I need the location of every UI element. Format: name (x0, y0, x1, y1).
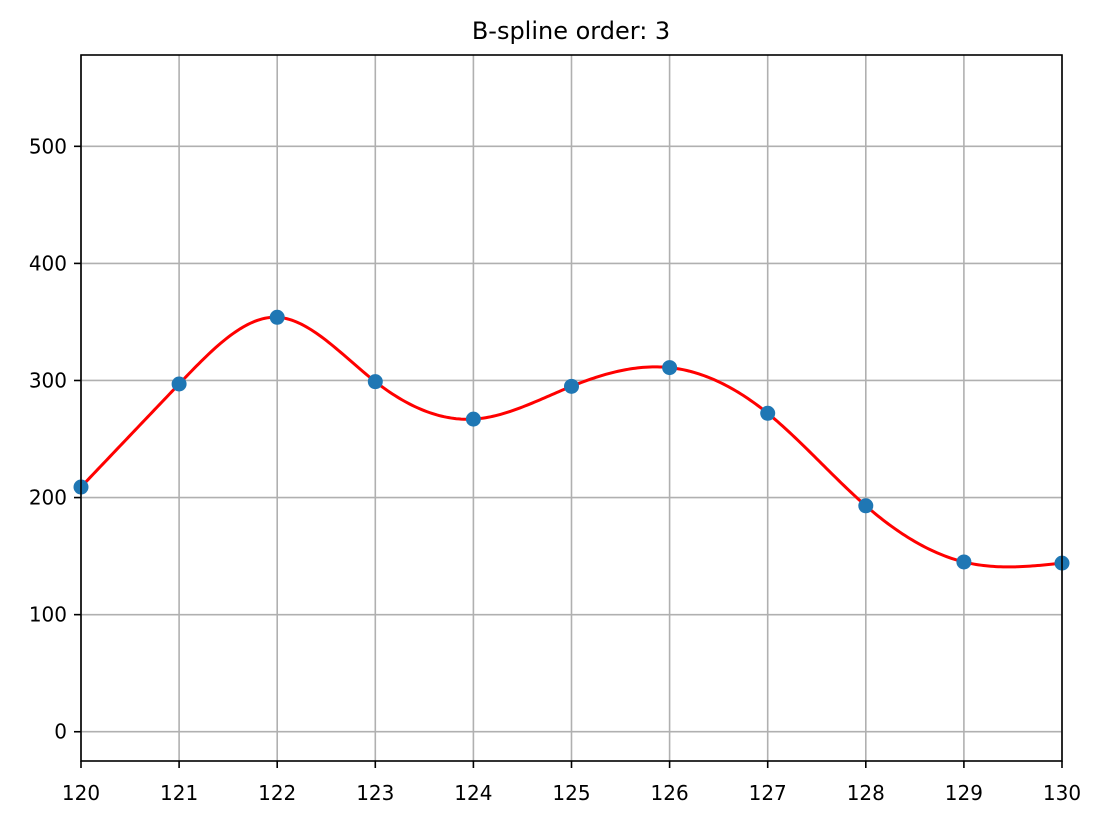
data-point (269, 309, 285, 325)
x-tick-label: 128 (847, 781, 885, 805)
x-tick-label: 126 (651, 781, 689, 805)
data-point (367, 374, 383, 390)
x-tick-label: 123 (356, 781, 394, 805)
y-tick-label: 500 (29, 134, 67, 158)
data-point (956, 554, 972, 570)
ticks: 120 121 122 123 124 125 126 127 128 129 130 0 100 200… (29, 134, 1081, 805)
x-tick-label: 124 (454, 781, 492, 805)
data-point (760, 405, 776, 421)
data-point (465, 411, 481, 427)
data-point (171, 376, 187, 392)
data-point (564, 378, 579, 394)
x-tick-label: 127 (749, 781, 787, 805)
chart-title: B-spline order: 3 (472, 17, 670, 45)
x-tick-label: 121 (160, 781, 198, 805)
y-tick-label: 300 (29, 368, 67, 392)
y-tick-label: 0 (54, 720, 67, 744)
axes-frame (80, 54, 1063, 762)
data-point (662, 360, 678, 376)
y-tick-label: 400 (29, 251, 67, 275)
x-tick-label: 122 (258, 781, 296, 805)
y-tick-label: 100 (29, 603, 67, 627)
x-tick-label: 125 (552, 781, 590, 805)
data-point (858, 498, 874, 514)
x-tick-label: 129 (945, 781, 983, 805)
x-tick-label: 120 (62, 781, 100, 805)
data-layer (73, 309, 1070, 571)
x-tick-label: 130 (1043, 781, 1081, 805)
y-tick-label: 200 (29, 486, 67, 510)
